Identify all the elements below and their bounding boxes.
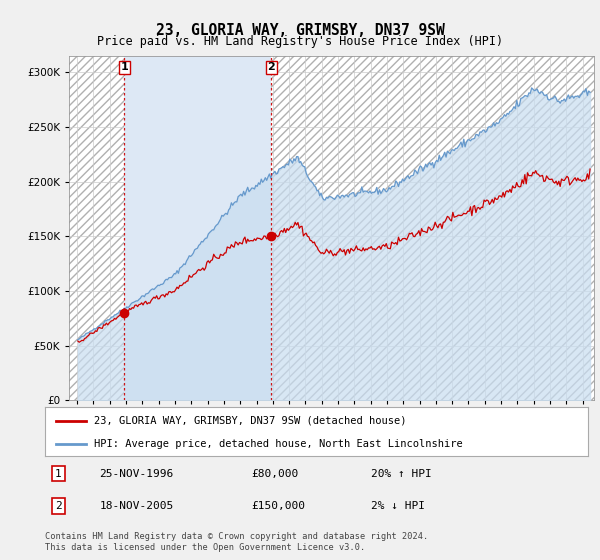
Text: 2% ↓ HPI: 2% ↓ HPI (371, 501, 425, 511)
Text: HPI: Average price, detached house, North East Lincolnshire: HPI: Average price, detached house, Nort… (94, 439, 463, 449)
Bar (124, 56, 271, 400)
Text: 1: 1 (121, 62, 128, 72)
Text: 1: 1 (55, 469, 62, 479)
Bar (271, 56, 594, 400)
Text: Price paid vs. HM Land Registry's House Price Index (HPI): Price paid vs. HM Land Registry's House … (97, 35, 503, 49)
Text: £150,000: £150,000 (251, 501, 305, 511)
Text: 20% ↑ HPI: 20% ↑ HPI (371, 469, 431, 479)
Text: 23, GLORIA WAY, GRIMSBY, DN37 9SW: 23, GLORIA WAY, GRIMSBY, DN37 9SW (155, 24, 445, 38)
Text: 23, GLORIA WAY, GRIMSBY, DN37 9SW (detached house): 23, GLORIA WAY, GRIMSBY, DN37 9SW (detac… (94, 416, 406, 426)
Text: 25-NOV-1996: 25-NOV-1996 (100, 469, 173, 479)
Text: £80,000: £80,000 (251, 469, 299, 479)
Bar (69, 56, 124, 400)
Text: Contains HM Land Registry data © Crown copyright and database right 2024.
This d: Contains HM Land Registry data © Crown c… (45, 533, 428, 552)
Text: 18-NOV-2005: 18-NOV-2005 (100, 501, 173, 511)
Text: 2: 2 (267, 62, 275, 72)
Text: 2: 2 (55, 501, 62, 511)
